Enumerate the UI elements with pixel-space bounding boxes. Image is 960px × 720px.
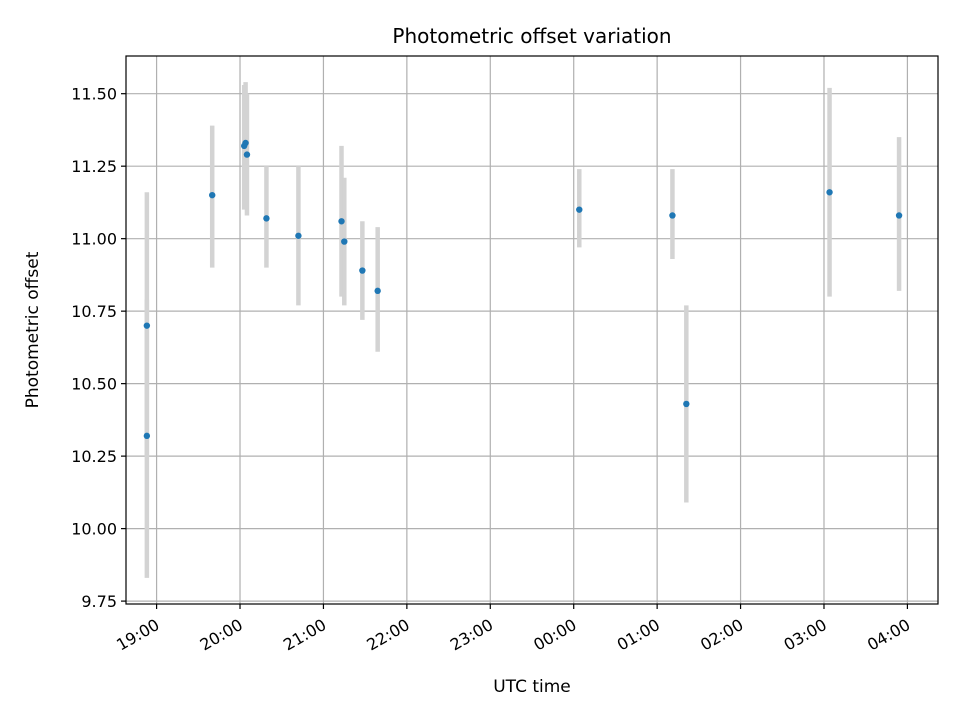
grid-layer xyxy=(126,56,938,604)
data-point xyxy=(359,267,366,274)
data-point xyxy=(341,238,348,245)
data-point xyxy=(143,432,151,440)
y-tick-label: 10.50 xyxy=(71,375,117,394)
data-point xyxy=(243,151,251,158)
data-point xyxy=(826,189,833,196)
data-point xyxy=(374,287,381,295)
x-axis-label: UTC time xyxy=(493,677,571,697)
data-point xyxy=(143,322,151,329)
data-point xyxy=(895,212,903,219)
point-layer xyxy=(143,139,903,440)
data-point xyxy=(338,218,345,225)
y-tick-label: 11.00 xyxy=(71,230,117,249)
y-tick-label: 10.25 xyxy=(71,447,117,466)
data-point xyxy=(576,206,583,213)
y-tick-label: 11.25 xyxy=(71,157,117,176)
y-tick-label: 11.50 xyxy=(71,85,117,104)
data-point xyxy=(683,400,690,408)
data-point xyxy=(209,191,216,199)
data-point xyxy=(242,139,249,147)
y-axis: 9.75 10.00 10.25 10.50 10.75 11.00 11.25 11.50 xyxy=(71,85,126,611)
y-tick-label: 10.00 xyxy=(71,520,117,539)
data-point xyxy=(295,232,302,239)
data-point xyxy=(263,215,270,222)
chart-title: Photometric offset variation xyxy=(392,24,671,48)
data-point xyxy=(669,212,676,219)
plot-frame xyxy=(125,55,939,605)
y-tick-label: 10.75 xyxy=(71,302,117,321)
y-tick-label: 9.75 xyxy=(81,592,117,611)
y-axis-label: Photometric offset xyxy=(23,251,43,408)
